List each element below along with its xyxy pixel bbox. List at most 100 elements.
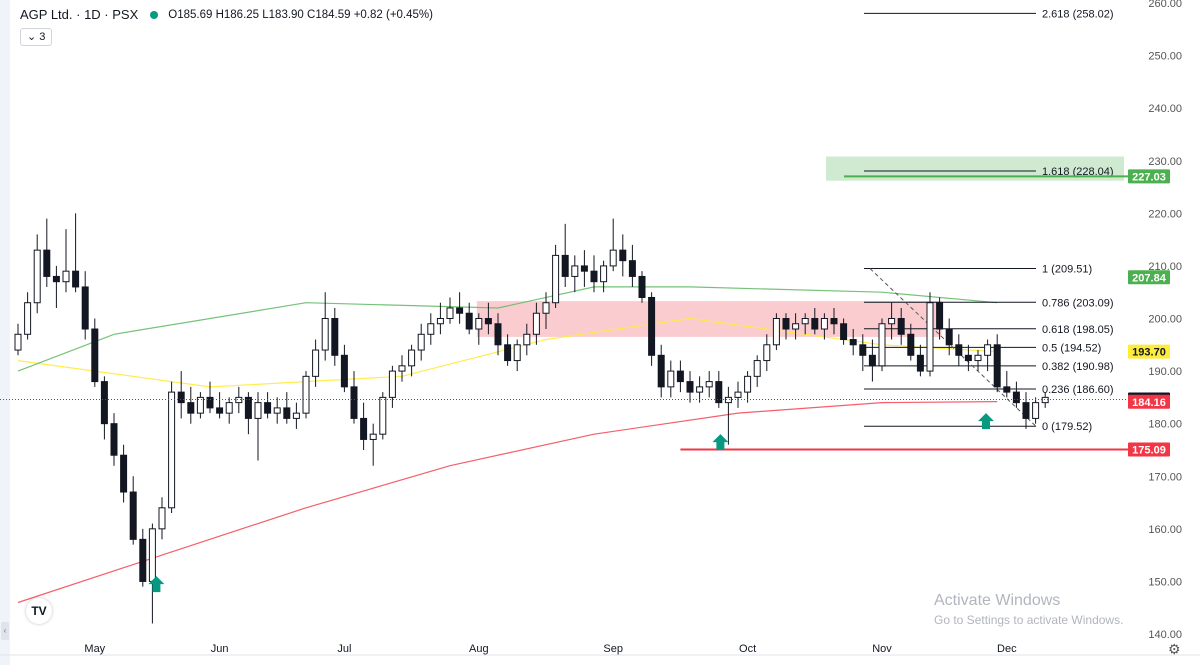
candle[interactable] [129,476,137,545]
candle[interactable] [984,339,992,372]
candle[interactable] [158,497,166,540]
candle[interactable] [840,318,848,345]
candle[interactable] [216,392,224,419]
candle[interactable] [696,376,704,403]
candle[interactable] [628,244,636,287]
candle[interactable] [1012,381,1020,408]
candle[interactable] [52,265,60,308]
candle[interactable] [619,234,627,277]
candle[interactable] [388,365,396,408]
candle[interactable] [676,360,684,393]
candle[interactable] [1003,371,1011,398]
candle[interactable] [91,318,99,387]
candle[interactable] [523,323,531,356]
candle[interactable] [638,271,646,303]
candle[interactable] [504,334,512,366]
candle[interactable] [24,292,32,340]
candle[interactable] [187,386,195,424]
candle[interactable] [782,313,790,340]
candle[interactable] [936,297,944,340]
candle[interactable] [878,318,886,372]
candle[interactable] [254,392,262,461]
candle[interactable] [801,313,809,335]
candle[interactable] [177,371,185,419]
candle[interactable] [475,313,483,345]
candle[interactable] [417,323,425,361]
candle[interactable] [888,302,896,340]
candle[interactable] [14,323,22,356]
candle[interactable] [744,371,752,403]
candle[interactable] [1032,397,1040,424]
candle[interactable] [532,302,540,345]
candle[interactable] [264,392,272,419]
candle[interactable] [772,313,780,351]
candle[interactable] [648,292,656,366]
tradingview-logo[interactable]: TV [26,598,52,624]
candle[interactable] [225,397,233,424]
candle[interactable] [43,218,51,287]
candle[interactable] [369,423,377,466]
candle[interactable] [456,292,464,324]
candle[interactable] [926,292,934,377]
candle[interactable] [273,397,281,424]
candle[interactable] [33,234,41,314]
candle[interactable] [552,244,560,308]
gear-icon[interactable]: ⚙ [1168,641,1181,657]
candle[interactable] [340,344,348,393]
candle[interactable] [916,344,924,377]
candle[interactable] [206,381,214,414]
candle[interactable] [859,334,867,372]
candle[interactable] [897,307,905,345]
candle[interactable] [849,329,857,356]
candle[interactable] [964,344,972,372]
candle[interactable] [974,350,982,372]
candle[interactable] [993,334,1001,393]
candle[interactable] [820,313,828,340]
candle[interactable] [955,334,963,366]
candle[interactable] [148,523,156,624]
candle[interactable] [321,292,329,361]
candle[interactable] [244,392,252,435]
candle[interactable] [312,339,320,387]
candle[interactable] [571,255,579,293]
candle[interactable] [868,339,876,382]
candle[interactable] [120,444,128,503]
candle[interactable] [408,344,416,377]
candle[interactable] [590,255,598,293]
candle[interactable] [609,218,617,272]
candle[interactable] [542,292,550,330]
candle[interactable] [753,355,761,387]
candle[interactable] [657,344,665,398]
candle[interactable] [686,371,694,403]
candle[interactable] [763,334,771,372]
candle[interactable] [724,386,732,445]
candle[interactable] [436,302,444,335]
candle[interactable] [62,229,70,293]
candle[interactable] [1041,392,1049,408]
candle[interactable] [705,371,713,398]
candle[interactable] [907,323,915,361]
candle[interactable] [446,297,454,324]
candle[interactable] [302,371,310,419]
candle[interactable] [811,307,819,335]
candle[interactable] [494,313,502,356]
candle[interactable] [830,307,838,335]
candle[interactable] [360,402,368,450]
candle[interactable] [331,307,339,366]
collapse-icon[interactable]: ‹ [1,622,9,640]
candle[interactable] [72,213,80,293]
candle[interactable] [561,223,569,287]
candle[interactable] [513,339,521,372]
candle[interactable] [110,413,118,466]
candle[interactable] [465,302,473,335]
candle[interactable] [792,313,800,340]
candle[interactable] [283,392,291,424]
candle[interactable] [350,371,358,424]
candle[interactable] [139,528,147,587]
candle[interactable] [734,381,742,408]
candle[interactable] [81,271,89,340]
candle[interactable] [715,371,723,408]
candle[interactable] [600,260,608,293]
indicators-toggle-button[interactable]: ⌄ 3 [20,28,53,46]
